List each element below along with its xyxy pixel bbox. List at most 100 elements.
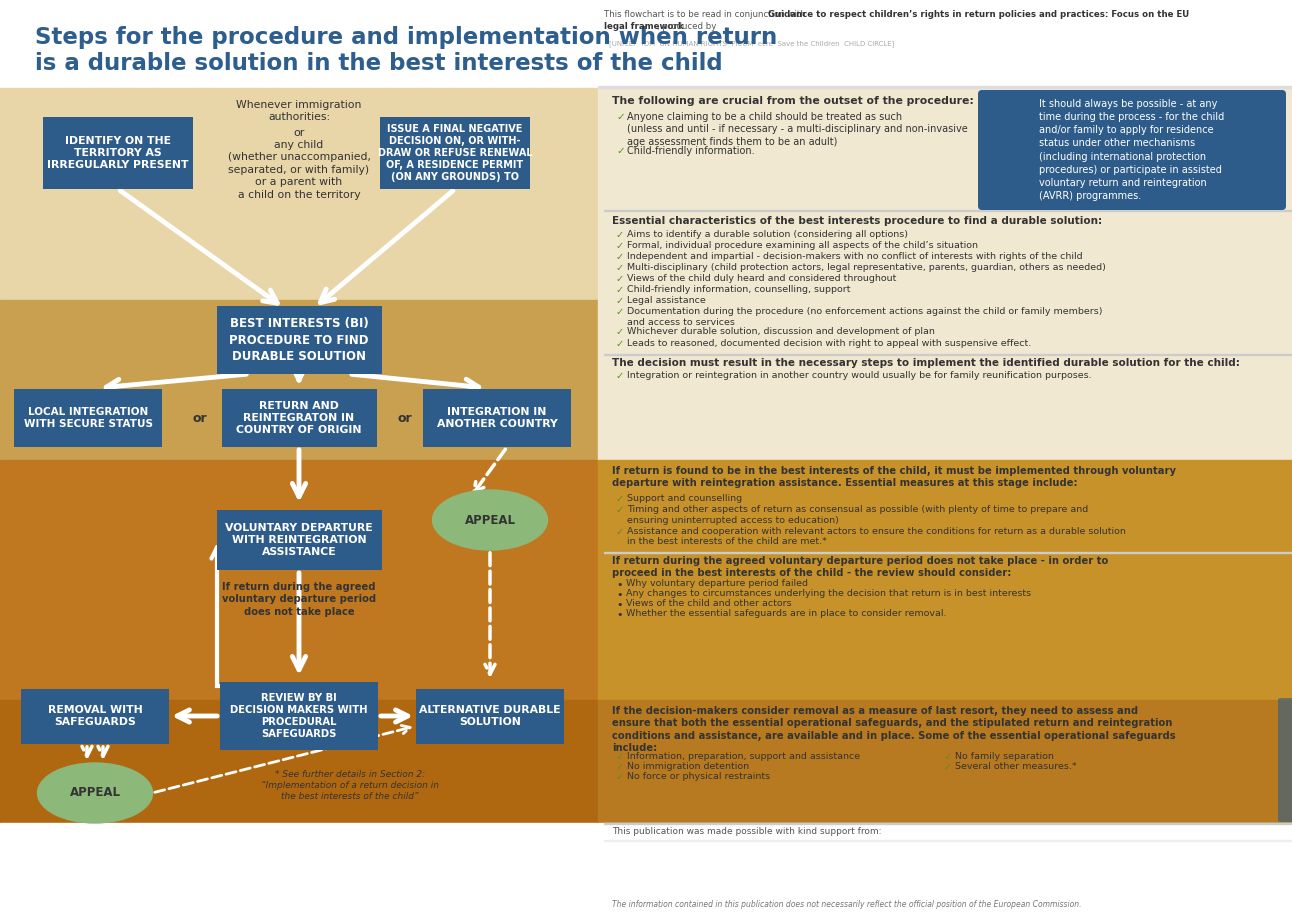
Text: Views of the child and other actors: Views of the child and other actors bbox=[627, 600, 792, 609]
Text: The information contained in this publication does not necessarily reflect the o: The information contained in this public… bbox=[612, 900, 1081, 909]
Text: Why voluntary departure period failed: Why voluntary departure period failed bbox=[627, 579, 808, 589]
Bar bbox=[21, 688, 169, 743]
Text: ✓: ✓ bbox=[616, 338, 624, 348]
Bar bbox=[220, 682, 379, 750]
Ellipse shape bbox=[37, 763, 152, 823]
Text: Steps for the procedure and implementation when return: Steps for the procedure and implementati… bbox=[35, 26, 778, 49]
Text: ✓: ✓ bbox=[616, 274, 624, 284]
Bar bbox=[14, 389, 162, 447]
Text: Child-friendly information.: Child-friendly information. bbox=[627, 146, 755, 156]
Text: * See further details in Section 2:
“Implementation of a return decision in
the : * See further details in Section 2: “Imp… bbox=[261, 770, 439, 802]
Text: Information, preparation, support and assistance: Information, preparation, support and as… bbox=[627, 752, 860, 761]
Text: If the decision-makers consider removal as a measure of last resort, they need t: If the decision-makers consider removal … bbox=[612, 706, 1176, 753]
Text: is a durable solution in the best interests of the child: is a durable solution in the best intere… bbox=[35, 52, 722, 75]
Text: Assistance and cooperation with relevant actors to ensure the conditions for ret: Assistance and cooperation with relevant… bbox=[627, 526, 1125, 547]
Bar bbox=[0, 88, 598, 300]
Text: The following are crucial from the outset of the procedure:: The following are crucial from the outse… bbox=[612, 96, 974, 106]
Text: or: or bbox=[193, 411, 207, 424]
Text: If return during the agreed voluntary departure period does not take place - in : If return during the agreed voluntary de… bbox=[612, 556, 1109, 578]
Bar bbox=[416, 688, 565, 743]
Bar bbox=[43, 117, 193, 189]
Bar bbox=[598, 460, 1292, 700]
Bar bbox=[603, 840, 1292, 841]
Text: If return is found to be in the best interests of the child, it must be implemen: If return is found to be in the best int… bbox=[612, 466, 1176, 488]
Text: Any changes to circumstances underlying the decision that return is in best inte: Any changes to circumstances underlying … bbox=[627, 590, 1031, 599]
Bar bbox=[221, 389, 376, 447]
Text: Anyone claiming to be a child should be treated as such
(unless and until - if n: Anyone claiming to be a child should be … bbox=[627, 112, 968, 147]
Text: APPEAL: APPEAL bbox=[465, 514, 516, 526]
Text: LOCAL INTEGRATION
WITH SECURE STATUS: LOCAL INTEGRATION WITH SECURE STATUS bbox=[23, 407, 152, 429]
Text: No family separation: No family separation bbox=[955, 752, 1054, 761]
Text: ✓: ✓ bbox=[616, 370, 624, 380]
Bar bbox=[598, 88, 1292, 460]
Text: ✓: ✓ bbox=[616, 752, 624, 762]
Text: •: • bbox=[616, 600, 623, 610]
Bar bbox=[422, 389, 571, 447]
Bar bbox=[598, 86, 1292, 88]
Text: Support and counselling: Support and counselling bbox=[627, 494, 742, 503]
Text: or: or bbox=[293, 128, 305, 138]
Bar bbox=[598, 700, 1292, 823]
Bar bbox=[603, 354, 1292, 355]
Text: ✓: ✓ bbox=[616, 296, 624, 306]
Text: Several other measures.*: Several other measures.* bbox=[955, 762, 1076, 771]
Bar bbox=[603, 551, 1292, 552]
Bar bbox=[603, 823, 1292, 824]
Text: Integration or reintegration in another country would usually be for family reun: Integration or reintegration in another … bbox=[627, 370, 1092, 379]
Bar bbox=[598, 823, 1292, 914]
Text: This publication was made possible with kind support from:: This publication was made possible with … bbox=[612, 827, 881, 836]
Text: ✓: ✓ bbox=[616, 230, 624, 240]
Text: [UNICEF  IOM  UN HUMAN RIGHTS  PICUM  ecre  Save the Children  CHILD CIRCLE]: [UNICEF IOM UN HUMAN RIGHTS PICUM ecre S… bbox=[609, 40, 894, 47]
Text: Leads to reasoned, documented decision with right to appeal with suspensive effe: Leads to reasoned, documented decision w… bbox=[627, 338, 1031, 347]
Text: No force or physical restraints: No force or physical restraints bbox=[627, 772, 770, 781]
Text: RETURN AND
REINTEGRATON IN
COUNTRY OF ORIGIN: RETURN AND REINTEGRATON IN COUNTRY OF OR… bbox=[236, 401, 362, 435]
Text: ALTERNATIVE DURABLE
SOLUTION: ALTERNATIVE DURABLE SOLUTION bbox=[419, 705, 561, 727]
FancyBboxPatch shape bbox=[978, 90, 1286, 210]
Text: ISSUE A FINAL NEGATIVE
DECISION ON, OR WITH-
DRAW OR REFUSE RENEWAL
OF, A RESIDE: ISSUE A FINAL NEGATIVE DECISION ON, OR W… bbox=[377, 124, 532, 182]
Bar bbox=[0, 0, 1292, 88]
Text: ✓: ✓ bbox=[616, 772, 624, 782]
Text: Legal assistance: Legal assistance bbox=[627, 296, 705, 305]
Text: ✓: ✓ bbox=[616, 526, 624, 537]
Text: ✓: ✓ bbox=[616, 263, 624, 273]
Text: Multi-disciplinary (child protection actors, legal representative, parents, guar: Multi-disciplinary (child protection act… bbox=[627, 263, 1106, 272]
Bar bbox=[380, 117, 530, 189]
Bar bbox=[0, 460, 598, 700]
Text: No immigration detention: No immigration detention bbox=[627, 762, 749, 771]
Text: , produced by: , produced by bbox=[658, 22, 717, 31]
Text: or: or bbox=[398, 411, 412, 424]
Text: The decision must result in the necessary steps to implement the identified dura: The decision must result in the necessar… bbox=[612, 357, 1240, 367]
Text: ✓: ✓ bbox=[944, 762, 952, 772]
Text: legal framework: legal framework bbox=[603, 22, 683, 31]
Text: Documentation during the procedure (no enforcement actions against the child or : Documentation during the procedure (no e… bbox=[627, 307, 1102, 326]
Text: BEST INTERESTS (BI)
PROCEDURE TO FIND
DURABLE SOLUTION: BEST INTERESTS (BI) PROCEDURE TO FIND DU… bbox=[229, 317, 368, 363]
Text: REMOVAL WITH
SAFEGUARDS: REMOVAL WITH SAFEGUARDS bbox=[48, 705, 142, 727]
Bar bbox=[598, 0, 1292, 88]
Text: Whenever immigration
authorities:: Whenever immigration authorities: bbox=[236, 100, 362, 122]
Text: Aims to identify a durable solution (considering all options): Aims to identify a durable solution (con… bbox=[627, 230, 908, 239]
Text: REVIEW BY BI
DECISION MAKERS WITH
PROCEDURAL
SAFEGUARDS: REVIEW BY BI DECISION MAKERS WITH PROCED… bbox=[230, 693, 368, 739]
Text: •: • bbox=[616, 579, 623, 590]
Text: Timing and other aspects of return as consensual as possible (with plenty of tim: Timing and other aspects of return as co… bbox=[627, 505, 1088, 526]
Text: Views of the child duly heard and considered throughout: Views of the child duly heard and consid… bbox=[627, 274, 897, 283]
Text: INTEGRATION IN
ANOTHER COUNTRY: INTEGRATION IN ANOTHER COUNTRY bbox=[437, 407, 557, 429]
Text: Independent and impartial - decision-makers with no conflict of interests with r: Independent and impartial - decision-mak… bbox=[627, 252, 1083, 261]
Text: ✓: ✓ bbox=[616, 327, 624, 337]
Text: Whichever durable solution, discussion and development of plan: Whichever durable solution, discussion a… bbox=[627, 327, 935, 336]
Text: Whether the essential safeguards are in place to consider removal.: Whether the essential safeguards are in … bbox=[627, 610, 947, 619]
Text: ✓: ✓ bbox=[616, 112, 625, 122]
Text: This flowchart is to be read in conjunction with: This flowchart is to be read in conjunct… bbox=[603, 10, 809, 19]
Text: ✓: ✓ bbox=[616, 494, 624, 504]
Text: ✓: ✓ bbox=[616, 762, 624, 772]
Text: VOLUNTARY DEPARTURE
WITH REINTEGRATION
ASSISTANCE: VOLUNTARY DEPARTURE WITH REINTEGRATION A… bbox=[225, 523, 373, 558]
Bar bbox=[603, 210, 1292, 211]
Bar bbox=[0, 700, 598, 823]
Text: Guidance to respect children’s rights in return policies and practices: Focus on: Guidance to respect children’s rights in… bbox=[769, 10, 1189, 19]
Bar bbox=[217, 306, 381, 374]
Text: ✓: ✓ bbox=[616, 505, 624, 515]
Text: any child
(whether unaccompanied,
separated, or with family)
or a parent with
a : any child (whether unaccompanied, separa… bbox=[227, 140, 371, 199]
Text: It should always be possible - at any
time during the process - for the child
an: It should always be possible - at any ti… bbox=[1039, 99, 1225, 201]
Text: IDENTIFY ON THE
TERRITORY AS
IRREGULARLY PRESENT: IDENTIFY ON THE TERRITORY AS IRREGULARLY… bbox=[48, 136, 189, 170]
Bar bbox=[0, 823, 598, 914]
Text: If return during the agreed
voluntary departure period
does not take place: If return during the agreed voluntary de… bbox=[222, 582, 376, 617]
